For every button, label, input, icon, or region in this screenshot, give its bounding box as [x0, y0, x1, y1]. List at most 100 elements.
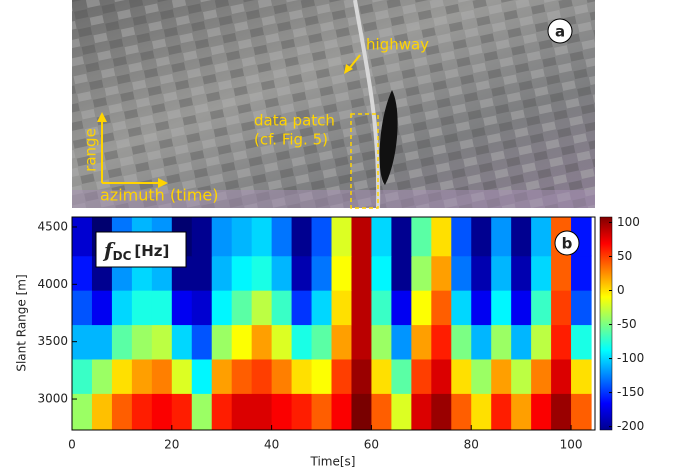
x-tick-label: 100	[560, 438, 583, 452]
heat-cell	[431, 217, 452, 257]
heat-cell	[331, 255, 353, 291]
heat-cell	[72, 358, 93, 394]
heat-cell	[291, 393, 313, 430]
heat-cell	[231, 324, 253, 360]
heat-cell	[211, 255, 233, 291]
heat-cell	[571, 255, 592, 291]
heat-cell	[151, 290, 173, 326]
heat-cell	[211, 358, 233, 394]
heat-cell	[511, 393, 532, 430]
heat-cell	[231, 393, 253, 430]
colorbar-tick-label: -200	[617, 419, 644, 433]
heat-cell	[211, 217, 233, 257]
heat-cell	[491, 393, 512, 430]
heat-cell	[311, 393, 333, 430]
heat-cell	[431, 255, 452, 291]
heat-cell	[431, 324, 452, 360]
heat-cell	[271, 393, 293, 430]
heat-cell	[311, 217, 333, 257]
highway	[353, 0, 381, 209]
heat-cell	[291, 217, 313, 257]
heat-cell	[471, 290, 492, 326]
heat-cell	[291, 358, 313, 394]
arrow-head	[158, 178, 168, 188]
badge: a	[555, 23, 565, 41]
x-tick-label: 20	[164, 438, 179, 452]
heat-cell	[72, 255, 93, 291]
heat-cell	[371, 255, 392, 291]
x-tick-label: 40	[264, 438, 279, 452]
heat-cell	[251, 358, 273, 394]
heat-cell	[471, 255, 492, 291]
heat-cell	[391, 217, 412, 257]
heat-cell	[531, 290, 552, 326]
heat-cell	[151, 358, 173, 394]
heat-cell	[251, 217, 273, 257]
heat-cell	[231, 255, 253, 291]
badge-circle	[554, 230, 580, 256]
heat-cell	[111, 290, 133, 326]
heat-cell	[431, 358, 452, 394]
y-tick-label: 4000	[37, 277, 68, 291]
badge-circle	[547, 18, 573, 44]
unit: [Hz]	[134, 242, 169, 260]
heat-cell	[411, 324, 432, 360]
heat-cell	[331, 358, 353, 394]
heat-cell	[511, 324, 532, 360]
heat-cell	[111, 393, 133, 430]
heat-cell	[551, 290, 572, 326]
heat-cell	[571, 358, 592, 394]
y-tick-label: 4500	[37, 219, 68, 233]
heat-cell	[351, 255, 373, 291]
heat-cell	[331, 393, 353, 430]
heat-cell	[451, 290, 472, 326]
range-label: range	[82, 128, 100, 172]
heat-cell	[391, 358, 412, 394]
heat-cell	[211, 324, 233, 360]
heat-cell	[331, 217, 353, 257]
heat-cell	[72, 324, 93, 360]
heat-cell	[211, 290, 233, 326]
heat-cell	[91, 290, 113, 326]
heat-cell	[251, 393, 273, 430]
x-tick-label: 60	[364, 438, 379, 452]
heat-cell	[511, 290, 532, 326]
x-axis-label: Time[s]	[310, 455, 356, 469]
heat-cell	[131, 393, 153, 430]
patch-label: data patch	[254, 112, 335, 130]
heat-cell	[271, 217, 293, 257]
heat-cell	[151, 393, 173, 430]
heat-cell	[571, 290, 592, 326]
heat-cell	[491, 290, 512, 326]
badge: b	[562, 235, 573, 253]
heat-cell	[171, 358, 193, 394]
heat-cell	[351, 290, 373, 326]
heat-cell	[451, 217, 472, 257]
heat-cell	[351, 358, 373, 394]
colorbar-tick-label: 50	[617, 249, 632, 263]
heat-cell	[311, 255, 333, 291]
heat-cell	[171, 324, 193, 360]
heat-cell	[91, 393, 113, 430]
heat-cell	[371, 290, 392, 326]
heat-cell	[191, 393, 213, 430]
quantity-label: fDC [Hz]	[102, 238, 169, 263]
heat-cell	[371, 324, 392, 360]
colorbar-tick-label: -100	[617, 351, 644, 365]
patch-box	[350, 113, 379, 209]
heat-cell	[171, 393, 193, 430]
heat-cell	[431, 393, 452, 430]
heat-cell	[111, 358, 133, 394]
heat-cell	[351, 217, 373, 257]
heat-cell	[111, 324, 133, 360]
heat-cell	[191, 324, 213, 360]
heat-cell	[72, 217, 93, 257]
arrow-head	[97, 112, 107, 122]
heat-cell	[511, 217, 532, 257]
heat-cell	[531, 358, 552, 394]
x-tick-label: 80	[464, 438, 479, 452]
heat-cell	[371, 358, 392, 394]
heat-cell	[491, 324, 512, 360]
highway-label: highway	[366, 36, 429, 54]
